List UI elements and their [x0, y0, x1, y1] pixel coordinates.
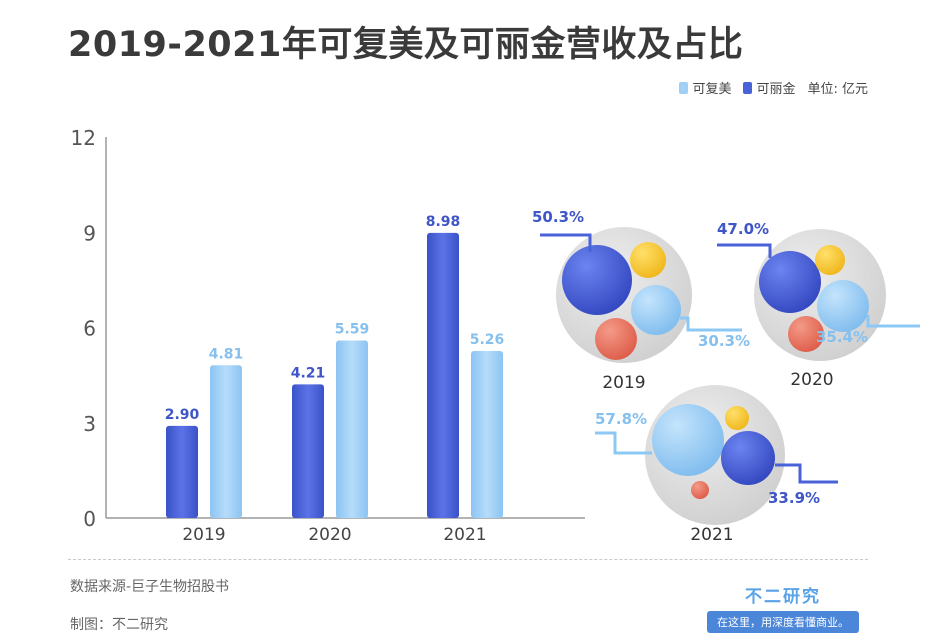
bar-chart: 0 3 6 9 12 2019 2.90 4.81 2020 4.21 5.59 2021 8.98 5.… — [71, 126, 585, 545]
leader-line-kelijin — [775, 463, 838, 484]
share-label-kelijin: 47.0% — [717, 220, 769, 238]
legend-swatch-kelijin — [743, 81, 753, 94]
y-tick-label: 12 — [71, 126, 96, 150]
x-tick-label: 2021 — [443, 525, 486, 545]
bubble-other-red — [595, 318, 637, 360]
brand-name: 不二研究 — [745, 587, 821, 607]
y-tick-label: 3 — [83, 412, 96, 436]
bubble-other-yellow — [630, 242, 666, 278]
leader-line-kefumei — [680, 316, 742, 332]
bubble-panel-2021: 33.9% 57.8% 2021 — [595, 385, 838, 545]
legend-swatch-kefumei — [679, 81, 689, 94]
bubble-year-label: 2020 — [790, 370, 833, 390]
bubble-panel-2020: 47.0% 35.4% 2020 — [717, 220, 920, 390]
bubble-kelijin — [759, 251, 821, 313]
legend-item-kefumei: 可复美 — [679, 78, 731, 97]
bar-value-label: 8.98 — [426, 214, 461, 230]
bubble-other-yellow — [725, 406, 749, 430]
bar-value-label: 2.90 — [165, 407, 200, 423]
footer-divider — [68, 559, 868, 560]
bar — [427, 232, 459, 518]
bubble-kefumei — [817, 280, 869, 332]
unit-label: 单位: 亿元 — [807, 82, 868, 97]
share-label-kefumei: 35.4% — [816, 328, 868, 346]
chart-title: 2019-2021年可复美及可丽金营收及占比 — [68, 25, 744, 65]
chart-credit: 制图：不二研究 — [70, 617, 168, 633]
bar-value-label: 5.59 — [335, 322, 370, 338]
bar — [471, 350, 503, 518]
brand-block: 不二研究 在这里，用深度看懂商业。 — [703, 582, 863, 633]
leader-line-kelijin — [540, 233, 592, 252]
share-label-kefumei: 30.3% — [698, 332, 750, 350]
bubble-kefumei — [652, 404, 724, 476]
bar — [336, 340, 368, 518]
bubble-other-yellow — [815, 245, 845, 275]
bubble-panel-2019: 50.3% 30.3% 2019 — [532, 208, 750, 393]
x-tick-label: 2020 — [308, 525, 351, 545]
legend-label-kefumei: 可复美 — [692, 82, 732, 97]
data-source: 数据来源-巨子生物招股书 — [70, 579, 230, 595]
bar-value-label: 4.21 — [291, 365, 326, 381]
bubble-other-red — [691, 481, 709, 499]
bar-value-label: 5.26 — [470, 332, 505, 348]
bar — [292, 384, 324, 518]
share-label-kelijin: 50.3% — [532, 208, 584, 226]
bubble-kefumei — [631, 285, 681, 335]
leader-line-kelijin — [717, 243, 772, 258]
bubble-year-label: 2019 — [602, 373, 645, 393]
share-label-kefumei: 57.8% — [595, 410, 647, 428]
bubble-year-label: 2021 — [690, 525, 733, 545]
bar — [166, 425, 198, 518]
legend: 可复美 可丽金 单位: 亿元 — [679, 78, 868, 97]
bar-value-label: 4.81 — [209, 346, 244, 362]
y-tick-label: 0 — [83, 507, 96, 531]
y-tick-label: 9 — [83, 221, 96, 245]
bubble-kelijin — [721, 431, 775, 485]
y-tick-label: 6 — [83, 317, 96, 341]
bubble-charts: 50.3% 30.3% 2019 47.0% 35.4% 2020 33.9% 57.8% 20… — [532, 208, 920, 545]
legend-item-kelijin: 可丽金 — [743, 78, 795, 97]
brand-slogan: 在这里，用深度看懂商业。 — [707, 611, 859, 633]
leader-line-kefumei — [595, 431, 652, 455]
bar — [210, 365, 242, 518]
legend-label-kelijin: 可丽金 — [756, 82, 796, 97]
leader-line-kefumei — [866, 315, 920, 328]
share-label-kelijin: 33.9% — [768, 489, 820, 507]
bubble-kelijin — [562, 245, 632, 315]
x-tick-label: 2019 — [182, 525, 225, 545]
bubble-other-red — [788, 316, 824, 352]
